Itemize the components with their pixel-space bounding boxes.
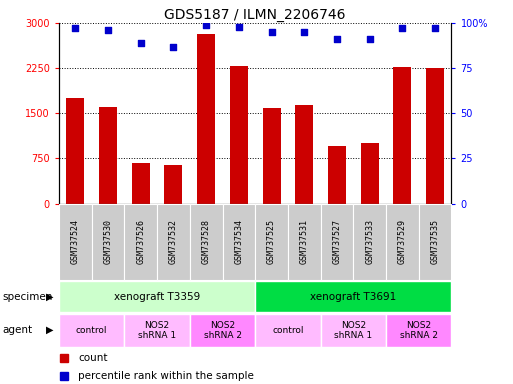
Point [333, 36, 341, 42]
Bar [132, 162, 150, 204]
Text: GSM737530: GSM737530 [104, 219, 112, 265]
Text: GSM737524: GSM737524 [71, 219, 80, 265]
Text: percentile rank within the sample: percentile rank within the sample [78, 371, 254, 381]
Text: GSM737534: GSM737534 [234, 219, 243, 265]
Bar [190, 204, 223, 280]
Bar [230, 66, 248, 204]
Text: ▶: ▶ [46, 325, 54, 335]
Point [202, 22, 210, 28]
Point [366, 36, 374, 42]
Bar [157, 204, 190, 280]
Bar [92, 204, 125, 280]
Bar [255, 204, 288, 280]
Title: GDS5187 / ILMN_2206746: GDS5187 / ILMN_2206746 [165, 8, 346, 22]
Text: GSM737531: GSM737531 [300, 219, 309, 265]
Point [300, 29, 308, 35]
Text: GSM737527: GSM737527 [332, 219, 342, 265]
Point [398, 25, 406, 31]
Bar [353, 204, 386, 280]
Text: xenograft T3691: xenograft T3691 [310, 291, 397, 302]
Bar [197, 34, 215, 204]
Bar [255, 281, 451, 312]
Bar [361, 143, 379, 204]
Bar [59, 204, 92, 280]
Point [104, 27, 112, 33]
Bar [124, 204, 157, 280]
Bar [288, 204, 321, 280]
Point [136, 40, 145, 46]
Bar [386, 314, 451, 347]
Bar [393, 67, 411, 204]
Bar [419, 204, 451, 280]
Text: specimen: specimen [3, 291, 53, 302]
Bar [321, 314, 386, 347]
Bar [66, 98, 84, 204]
Text: NOS2
shRNA 1: NOS2 shRNA 1 [334, 321, 372, 340]
Bar [328, 146, 346, 204]
Bar [255, 314, 321, 347]
Point [71, 25, 80, 31]
Text: GSM737533: GSM737533 [365, 219, 374, 265]
Text: NOS2
shRNA 2: NOS2 shRNA 2 [204, 321, 242, 340]
Bar [99, 107, 117, 204]
Text: GSM737525: GSM737525 [267, 219, 276, 265]
Text: GSM737535: GSM737535 [430, 219, 440, 265]
Bar [295, 106, 313, 204]
Text: count: count [78, 353, 108, 364]
Bar [59, 281, 255, 312]
Text: NOS2
shRNA 1: NOS2 shRNA 1 [138, 321, 176, 340]
Text: GSM737526: GSM737526 [136, 219, 145, 265]
Point [431, 25, 439, 31]
Text: control: control [76, 326, 107, 335]
Text: GSM737528: GSM737528 [202, 219, 211, 265]
Text: xenograft T3359: xenograft T3359 [114, 291, 200, 302]
Bar [263, 108, 281, 204]
Text: GSM737529: GSM737529 [398, 219, 407, 265]
Bar [190, 314, 255, 347]
Bar [426, 68, 444, 204]
Text: GSM737532: GSM737532 [169, 219, 178, 265]
Bar [223, 204, 255, 280]
Bar [386, 204, 419, 280]
Text: NOS2
shRNA 2: NOS2 shRNA 2 [400, 321, 438, 340]
Point [235, 23, 243, 30]
Bar [124, 314, 190, 347]
Text: ▶: ▶ [46, 291, 54, 302]
Text: control: control [272, 326, 304, 335]
Text: agent: agent [3, 325, 33, 335]
Bar [165, 165, 183, 204]
Point [169, 43, 177, 50]
Bar [321, 204, 353, 280]
Point [267, 29, 275, 35]
Bar [59, 314, 124, 347]
